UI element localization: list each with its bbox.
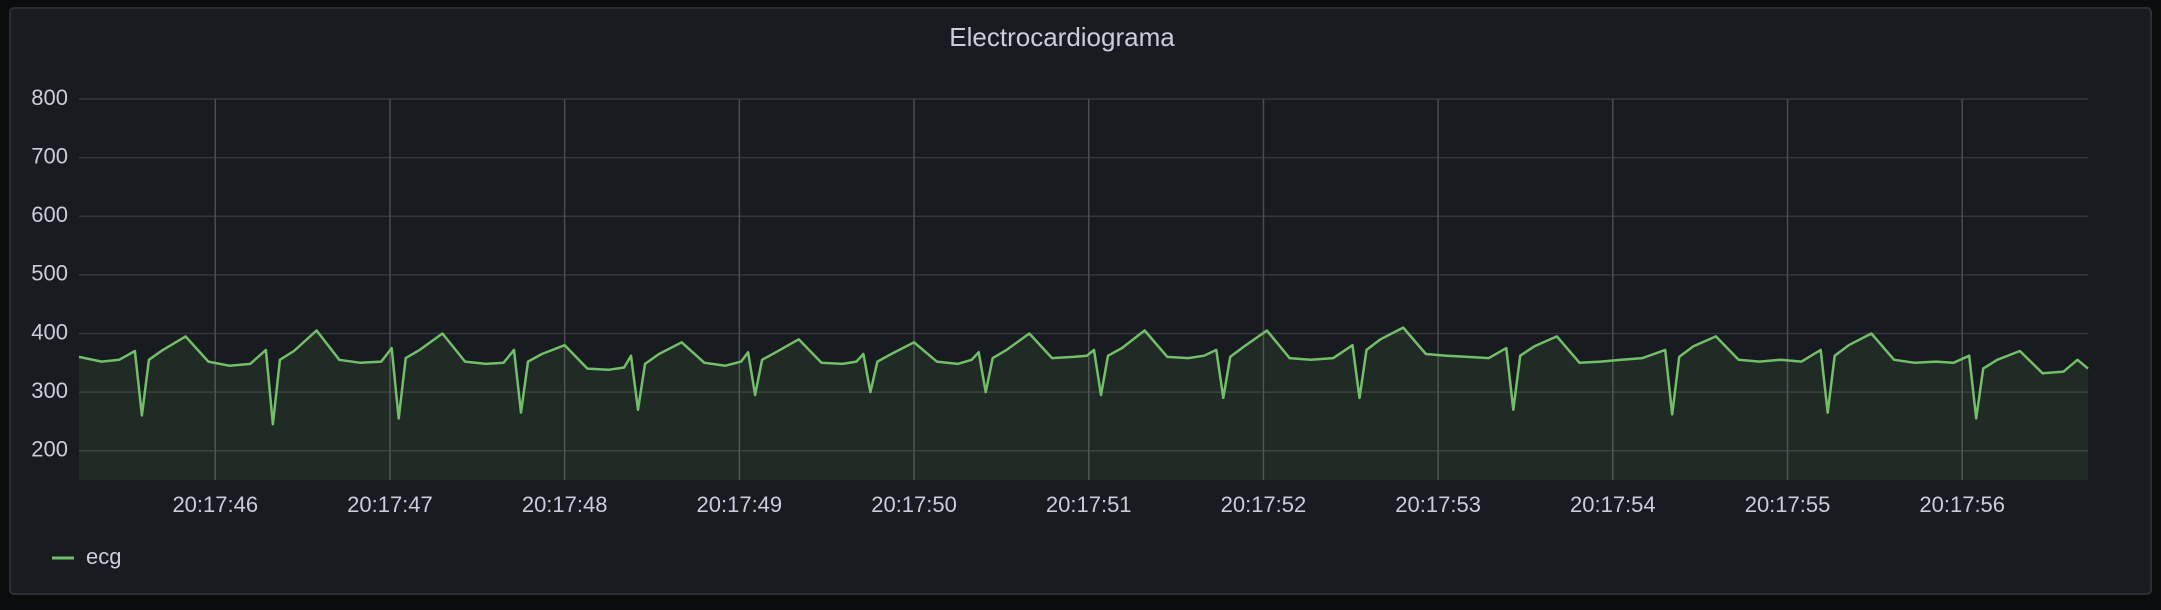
x-tick-label: 20:17:56 — [1919, 492, 2005, 517]
y-tick-label: 600 — [31, 202, 68, 227]
y-tick-label: 700 — [31, 143, 68, 168]
series-area — [79, 327, 2088, 480]
y-tick-label: 300 — [31, 378, 68, 403]
series-line — [78, 326, 2089, 426]
x-tick-label: 20:17:47 — [347, 492, 433, 517]
x-tick-label: 20:17:53 — [1395, 492, 1481, 517]
x-tick-label: 20:17:46 — [172, 492, 258, 517]
y-tick-label: 400 — [31, 319, 68, 344]
y-tick-label: 500 — [31, 261, 68, 286]
panel-title: Electrocardiograma — [949, 22, 1175, 52]
y-tick-label: 200 — [31, 437, 68, 462]
panel-frame — [9, 7, 2152, 595]
x-tick-label: 20:17:54 — [1570, 492, 1656, 517]
x-tick-label: 20:17:52 — [1221, 492, 1307, 517]
x-tick-label: 20:17:51 — [1046, 492, 1132, 517]
x-tick-label: 20:17:49 — [697, 492, 783, 517]
x-tick-label: 20:17:55 — [1745, 492, 1831, 517]
legend-label: ecg — [86, 544, 121, 569]
x-tick-label: 20:17:48 — [522, 492, 608, 517]
x-tick-label: 20:17:50 — [871, 492, 957, 517]
y-tick-label: 800 — [31, 85, 68, 110]
